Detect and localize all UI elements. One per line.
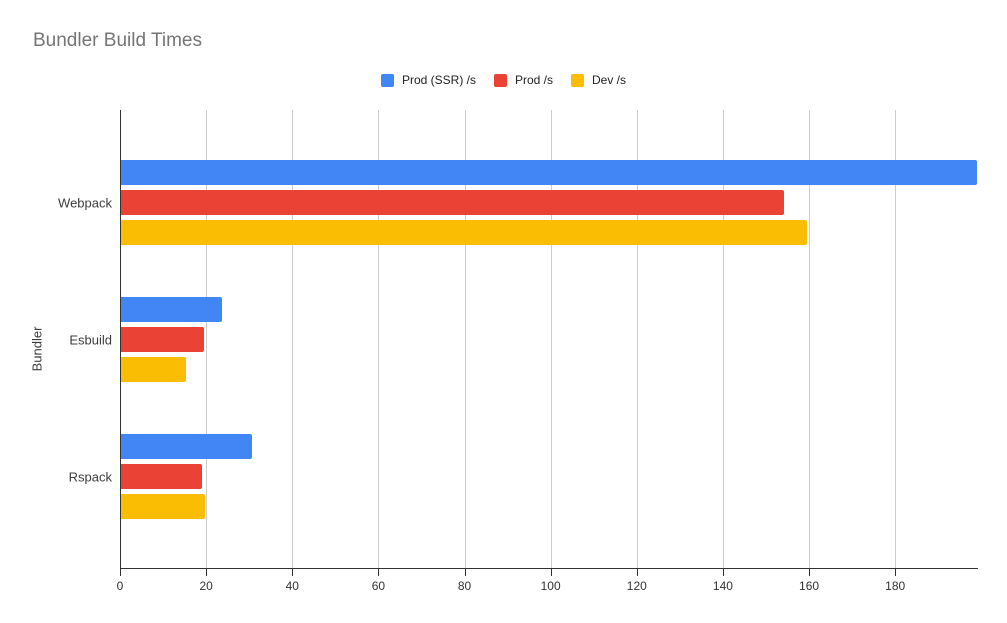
chart-title: Bundler Build Times: [33, 30, 202, 51]
bar-rspack-prod-ssr-s: [121, 434, 252, 459]
bar-webpack-prod-ssr-s: [121, 160, 977, 185]
x-tick-label-160: 160: [799, 579, 820, 593]
bar-esbuild-prod-s: [121, 327, 204, 352]
x-tick-180: [895, 568, 897, 576]
y-axis-title: Bundler: [29, 326, 45, 372]
x-tick-label-180: 180: [885, 579, 906, 593]
x-tick-140: [722, 568, 724, 576]
legend-swatch-icon: [571, 73, 584, 87]
category-label-esbuild: Esbuild: [69, 332, 112, 347]
gridline-x-60: [378, 110, 380, 568]
gridline-x-160: [809, 110, 811, 568]
bar-rspack-prod-s: [121, 464, 203, 489]
x-tick-label-100: 100: [540, 579, 561, 593]
bar-esbuild-dev-s: [121, 357, 186, 382]
legend: Prod (SSR) /s Prod /s Dev /s: [0, 70, 1007, 90]
gridline-x-80: [464, 110, 466, 568]
x-tick-label-120: 120: [626, 579, 647, 593]
category-axis-labels: Webpack Esbuild Rspack: [0, 110, 112, 568]
legend-swatch-icon: [380, 73, 394, 87]
legend-label: Dev /s: [592, 73, 627, 87]
bar-esbuild-prod-ssr-s: [121, 297, 222, 322]
bar-webpack-dev-s: [121, 220, 807, 245]
gridline-x-100: [550, 110, 552, 568]
x-tick-120: [636, 568, 638, 576]
x-tick-label-40: 40: [285, 579, 299, 593]
x-tick-160: [809, 568, 811, 576]
x-tick-20: [206, 568, 208, 576]
legend-item-dev-s: Dev /s: [571, 73, 626, 87]
legend-item-prod-ssr-s: Prod (SSR) /s: [380, 73, 476, 87]
legend-swatch-icon: [493, 73, 507, 87]
x-tick-label-140: 140: [712, 579, 733, 593]
gridline-x-20: [206, 110, 208, 568]
plot-area: [120, 110, 977, 568]
bar-webpack-prod-s: [121, 190, 785, 215]
gridline-x-40: [292, 110, 294, 568]
x-tick-0: [120, 568, 121, 576]
zero-baseline: [120, 110, 121, 568]
x-tick-label-60: 60: [371, 579, 386, 593]
x-tick-label-20: 20: [199, 579, 213, 593]
legend-label: Prod (SSR) /s: [401, 73, 476, 87]
x-tick-label-0: 0: [116, 579, 124, 593]
gridline-x-180: [895, 110, 897, 568]
x-tick-100: [550, 568, 552, 576]
legend-label: Prod /s: [514, 73, 553, 87]
legend-item-prod-s: Prod /s: [493, 73, 553, 87]
gridline-x-120: [636, 110, 638, 568]
x-tick-label-80: 80: [457, 579, 472, 593]
category-label-rspack: Rspack: [68, 469, 112, 484]
x-tick-60: [378, 568, 380, 576]
x-axis-line: [120, 568, 978, 569]
gridline-x-140: [722, 110, 724, 568]
x-tick-80: [464, 568, 466, 576]
bar-rspack-dev-s: [121, 494, 206, 519]
category-label-webpack: Webpack: [58, 195, 112, 210]
x-tick-40: [292, 568, 294, 576]
